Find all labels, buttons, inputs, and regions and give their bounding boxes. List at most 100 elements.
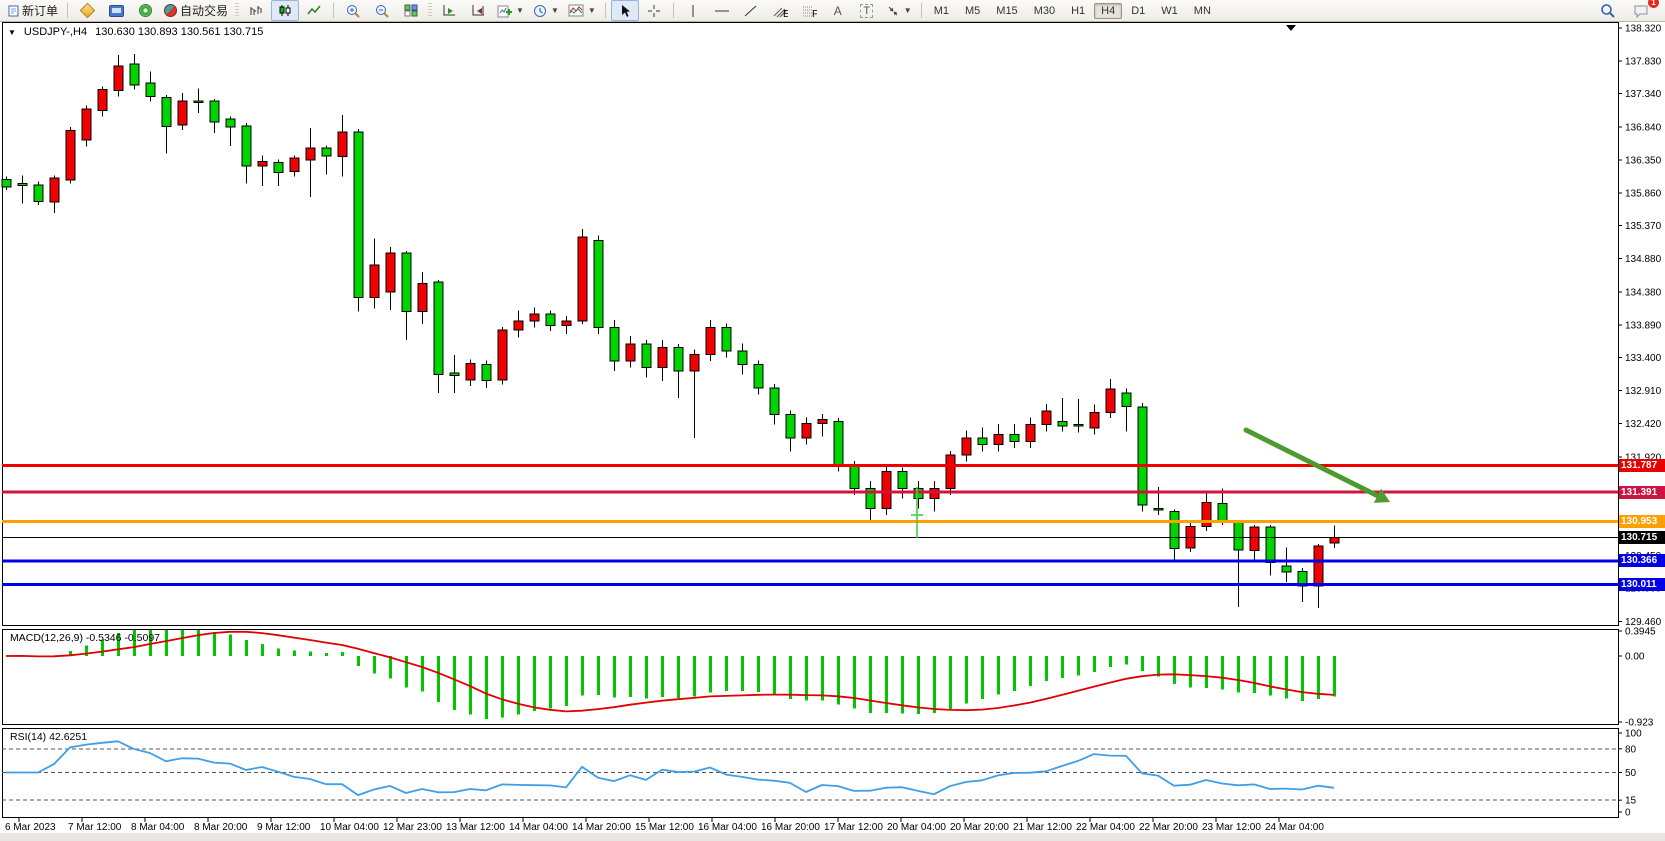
- chevron-down-icon: ▼: [587, 6, 596, 15]
- price-tick-label: 138.320: [1625, 24, 1662, 35]
- chevron-down-icon: ▼: [516, 6, 524, 15]
- candle-bull: [1041, 410, 1052, 426]
- chart-shift-marker[interactable]: [1286, 25, 1296, 31]
- trendline-icon: [743, 4, 758, 18]
- candle-bull: [337, 131, 348, 158]
- timeframe-button-H4[interactable]: H4: [1094, 2, 1123, 19]
- timeframe-button-M15[interactable]: M15: [996, 4, 1018, 17]
- price-tick-label: 135.370: [1625, 221, 1662, 232]
- text-label-button[interactable]: T: [853, 0, 881, 21]
- periods-button[interactable]: ▼: [529, 0, 563, 21]
- price-tick-label: 129.460: [1625, 617, 1662, 628]
- candlestick-chart-button[interactable]: [271, 0, 300, 21]
- fibonacci-button[interactable]: F: [795, 0, 823, 21]
- candle-bear: [401, 252, 412, 312]
- macd-indicator-label: MACD(12,26,9) -0.5346 -0.5097: [10, 632, 160, 644]
- candle-bear: [1057, 420, 1068, 427]
- trendline-button[interactable]: [737, 0, 765, 21]
- arrows-button[interactable]: ▼: [882, 0, 916, 21]
- candle-bear: [753, 363, 764, 389]
- line-chart-button[interactable]: [300, 0, 328, 21]
- candle-bear: [449, 372, 460, 377]
- template-icon: [568, 4, 584, 17]
- new-chart-button[interactable]: ▼: [493, 0, 528, 21]
- timeframe-button-M5[interactable]: M5: [965, 4, 981, 17]
- chart-bg: [0, 22, 1665, 841]
- time-axis-label: 21 Mar 12:00: [1013, 822, 1072, 833]
- price-level-label: 131.787: [1619, 459, 1665, 473]
- candle-bull: [705, 326, 716, 355]
- new-order-button[interactable]: 新订单: [4, 0, 62, 21]
- price-tick-label: 136.840: [1625, 123, 1662, 134]
- signals-button[interactable]: [131, 0, 159, 21]
- candle-bear: [641, 343, 652, 369]
- timeframe-button-M1[interactable]: M1: [933, 4, 949, 17]
- candle-bull: [993, 434, 1004, 446]
- fibonacci-icon: F: [801, 4, 818, 20]
- candle-bear: [209, 100, 220, 123]
- price-tick-label: 137.830: [1625, 56, 1662, 67]
- search-button[interactable]: [1593, 0, 1621, 21]
- chart-shift-button[interactable]: [464, 0, 492, 21]
- tile-windows-button[interactable]: [397, 0, 425, 21]
- time-axis-label: 23 Mar 12:00: [1202, 822, 1261, 833]
- macd-signal-line: [5, 630, 1335, 713]
- zoom-out-button[interactable]: [368, 0, 396, 21]
- market-watch-button[interactable]: [73, 0, 101, 21]
- auto-scroll-button[interactable]: [435, 0, 463, 21]
- candle-bear: [545, 313, 556, 326]
- auto-trading-button[interactable]: 自动交易: [160, 0, 232, 21]
- text-button[interactable]: A: [824, 0, 852, 21]
- notifications-button[interactable]: 1: [1627, 0, 1659, 21]
- macd-scale-label: 0.00: [1625, 652, 1645, 663]
- candle-bear: [321, 147, 332, 157]
- price-level-label: 131.391: [1619, 485, 1665, 499]
- chart-canvas[interactable]: 138.320 137.830 137.340 136.840 136.350 135.8…: [0, 22, 1665, 841]
- templates-button[interactable]: ▼: [564, 0, 600, 21]
- candle-bull: [561, 320, 572, 326]
- cursor-button[interactable]: [610, 0, 639, 21]
- candle-bull: [177, 100, 188, 126]
- timeframe-button-H1[interactable]: H1: [1071, 4, 1086, 17]
- trend-arrow-line[interactable]: [1243, 427, 1380, 499]
- candle-bull: [1313, 545, 1324, 587]
- time-axis-label: 22 Mar 20:00: [1139, 822, 1198, 833]
- time-axis-label: 13 Mar 12:00: [446, 822, 505, 833]
- zoom-in-button[interactable]: [339, 0, 367, 21]
- bar-chart-icon: [249, 4, 263, 17]
- time-axis-label: 20 Mar 04:00: [887, 822, 946, 833]
- candle-bear: [593, 239, 604, 328]
- candle-bull: [1201, 501, 1212, 527]
- timeframe-button-M30[interactable]: M30: [1033, 4, 1056, 17]
- timeframe-button-MN[interactable]: MN: [1193, 4, 1211, 17]
- candle-bear: [225, 118, 236, 128]
- price-tick-label: 131.920: [1625, 452, 1662, 463]
- candle-bear: [1217, 503, 1228, 523]
- candle-bear: [145, 82, 156, 97]
- candle-bear: [673, 347, 684, 372]
- zoom-out-icon: [375, 4, 390, 18]
- candle-bear: [1153, 507, 1164, 511]
- chevron-down-icon: ▼: [550, 6, 559, 15]
- horizontal-line-button[interactable]: [708, 0, 736, 21]
- bar-chart-button[interactable]: [242, 0, 270, 21]
- timeframe-button-W1[interactable]: W1: [1161, 4, 1178, 17]
- equidistant-channel-button[interactable]: E: [766, 0, 794, 21]
- terminal-button[interactable]: [102, 0, 130, 21]
- candle-bull: [97, 89, 108, 111]
- vertical-line-button[interactable]: [679, 0, 707, 21]
- chevron-down-icon[interactable]: ▼: [8, 27, 16, 37]
- candle-bull: [113, 65, 124, 91]
- auto-trading-label: 自动交易: [180, 4, 229, 18]
- cursor-icon: [619, 4, 631, 18]
- timeframe-button-D1[interactable]: D1: [1131, 4, 1146, 17]
- trend-arrow-head[interactable]: [1373, 488, 1390, 503]
- price-tick-label: 133.400: [1625, 353, 1662, 364]
- candle-bull: [817, 418, 828, 424]
- auto-scroll-icon: [442, 4, 457, 17]
- candle-bear: [1073, 424, 1084, 427]
- candle-bear: [849, 464, 860, 489]
- crosshair-button[interactable]: [640, 0, 668, 21]
- rsi-scale-label: 50: [1625, 768, 1637, 779]
- price-level-label: 130.366: [1619, 554, 1665, 568]
